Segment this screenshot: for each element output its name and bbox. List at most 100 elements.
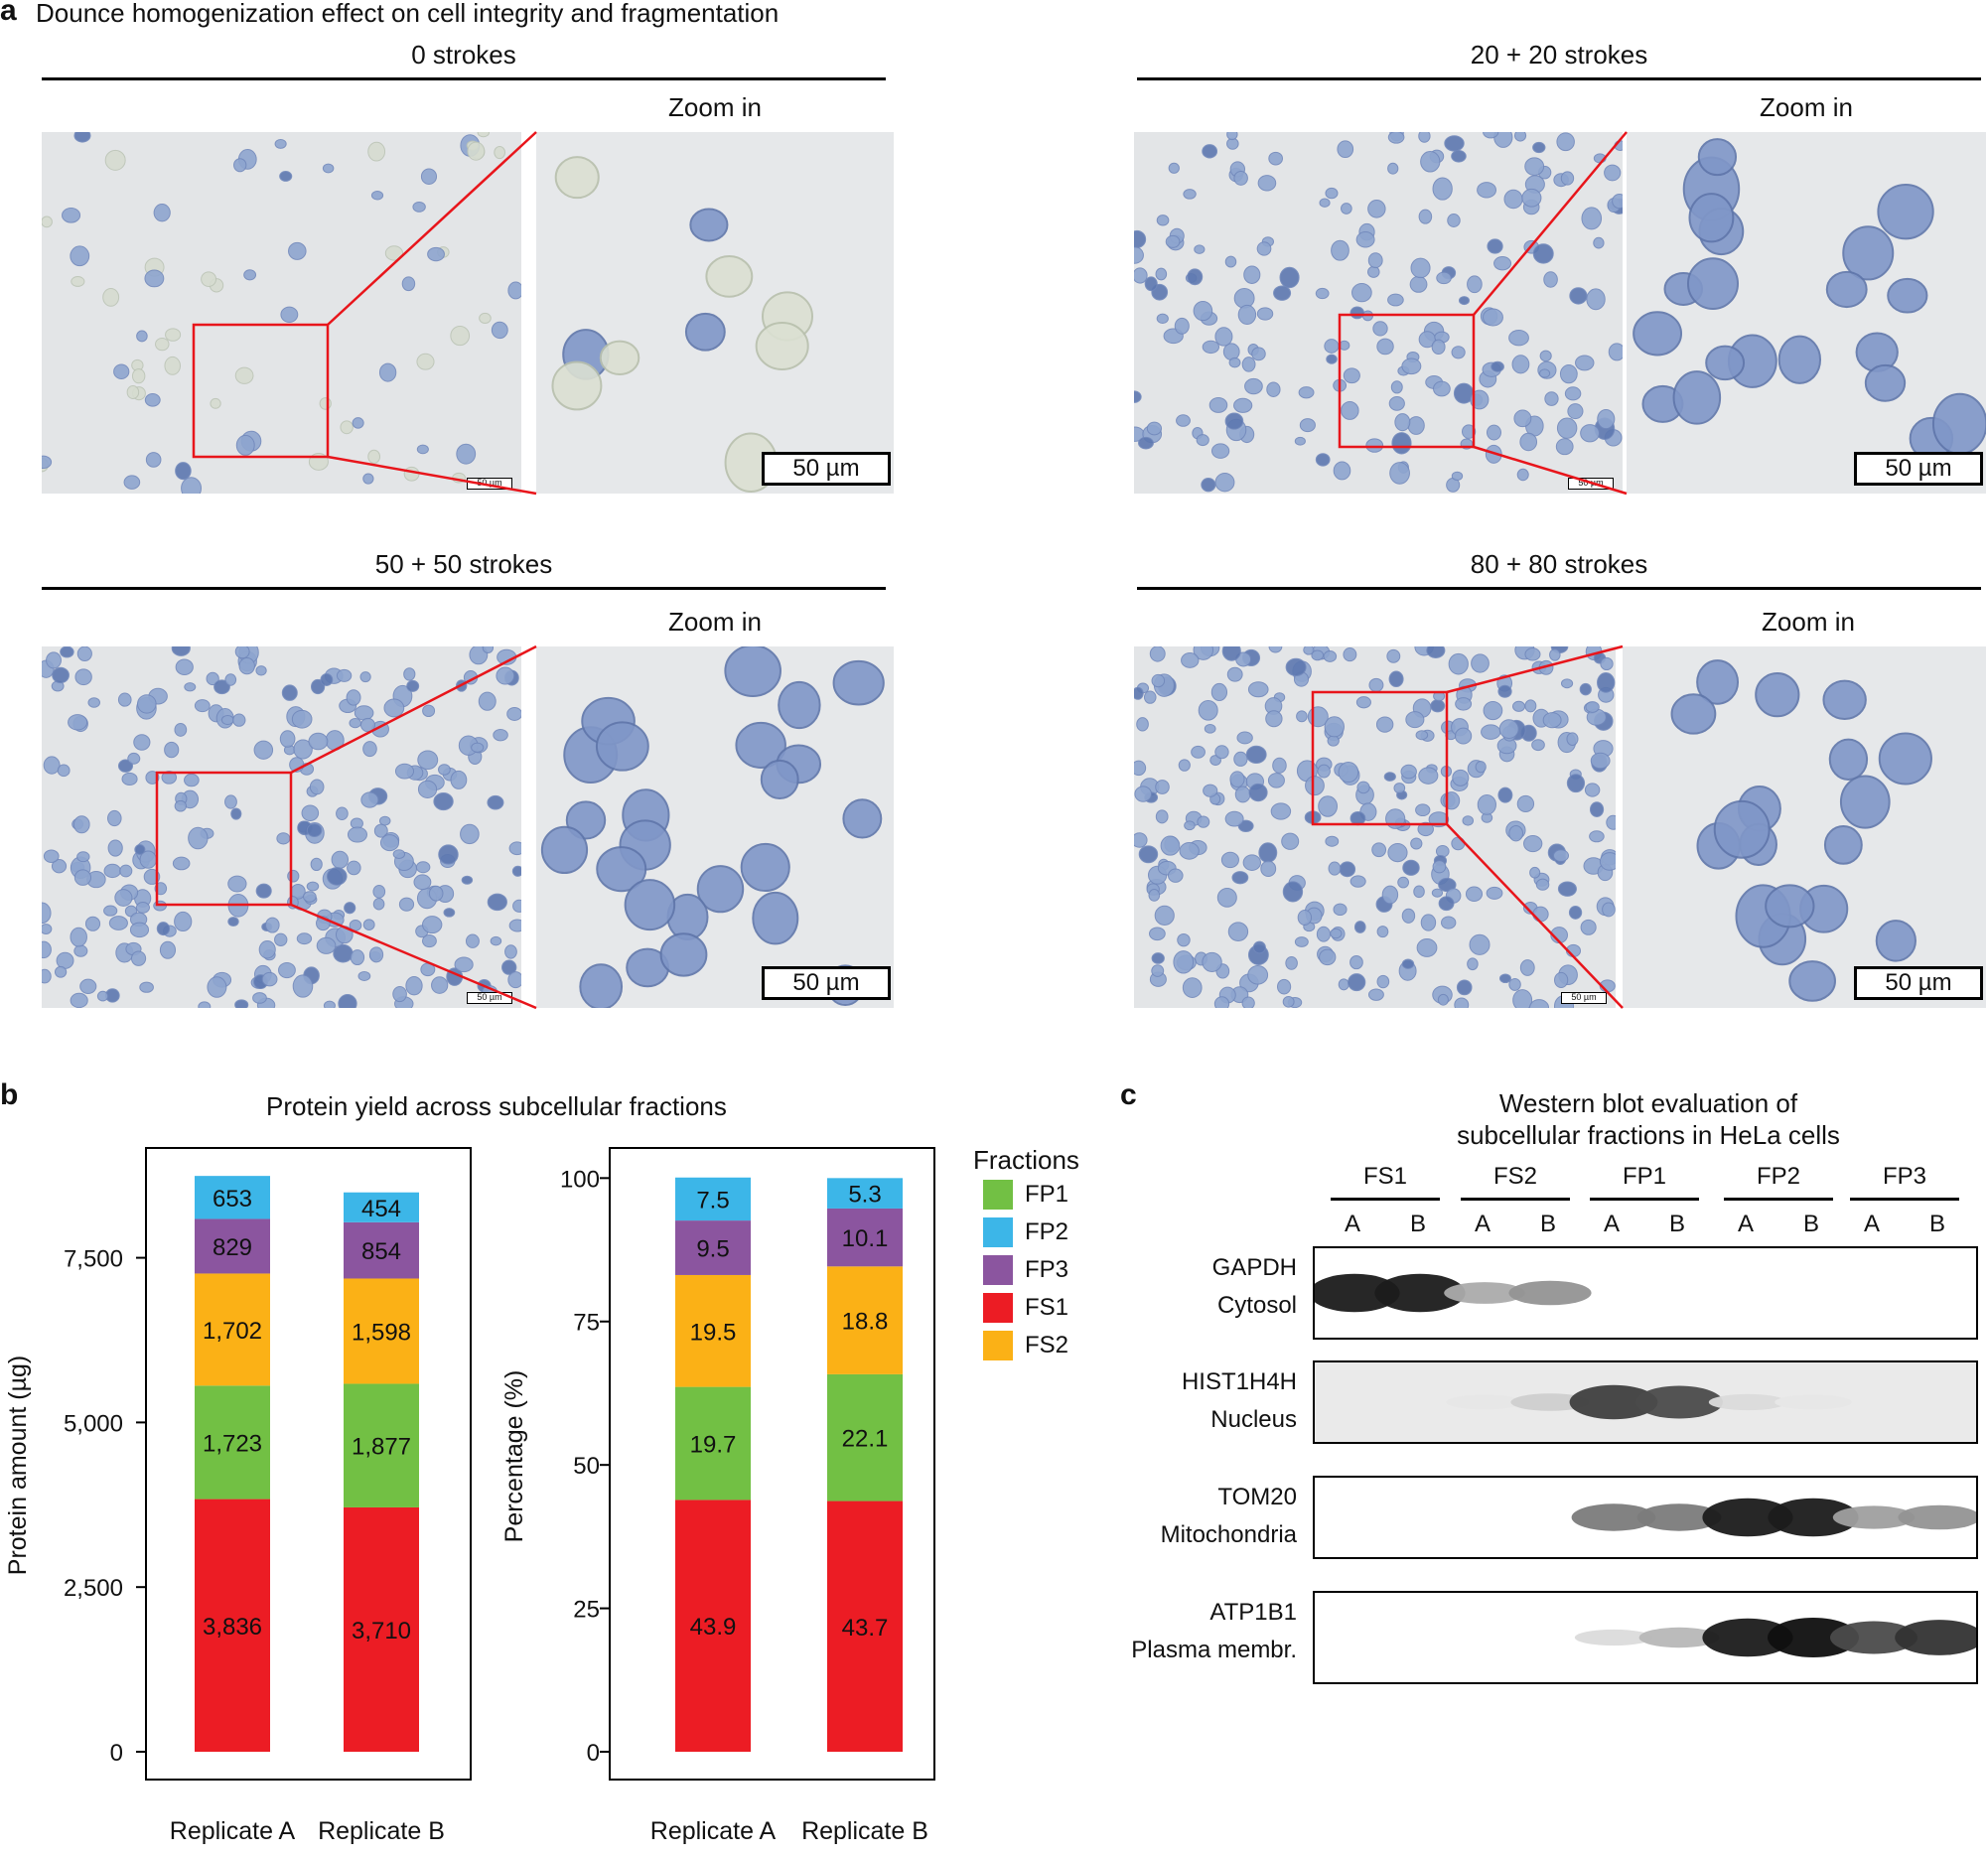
legend-swatch-fp1 [983,1180,1013,1210]
blot-strip-hist1h4h [1313,1360,1978,1444]
blot-band [1708,1393,1787,1411]
blot-band [1571,1503,1656,1531]
zoom-scale-bar: 50 µm [1854,452,1983,486]
x-category-label: Replicate A [650,1817,777,1845]
lane-label: B [1802,1211,1819,1237]
x-category-label: Replicate B [318,1817,445,1845]
lane-label: A [1863,1211,1880,1237]
bar-value-label: 3,710 [352,1618,411,1644]
blot-band [1702,1498,1793,1537]
legend-label: FP3 [1025,1256,1069,1283]
bar-value-label: 43.9 [690,1614,737,1641]
bar-value-label: 18.8 [842,1309,889,1336]
chart-percentage: 0 25 50 75 100 43.9 19.7 19.5 9.5 7.5 Replicate A 4… [500,1147,935,1845]
zoom-in-label: Zoom in [1762,607,1855,637]
overview-scale-bar: 50 µm [1561,992,1607,1004]
fraction-label: FS1 [1362,1163,1407,1190]
bar-value-label: 854 [361,1238,401,1265]
zoom-scale-bar: 50 µm [762,966,891,1000]
bar-value-label: 43.7 [842,1615,889,1642]
zoom-micrograph [1627,132,1986,494]
blot-strip-tom20 [1313,1476,1978,1559]
legend-label: FS1 [1025,1294,1069,1321]
bar-value-label: 1,723 [203,1430,262,1457]
y-tick-label: 75 [573,1310,600,1337]
bar-segment-fs2 [827,1266,903,1374]
bar-segment-fp1 [827,1373,903,1501]
fraction-label: FP1 [1622,1163,1666,1190]
blot-compartment-label: Nucleus [1210,1406,1297,1433]
y-tick-label: 0 [110,1740,123,1767]
bar-segment-fp3 [675,1220,751,1275]
panel-b-title: Protein yield across subcellular fractio… [266,1091,727,1121]
lane-label: B [1409,1211,1426,1237]
zoom-in-label: Zoom in [1760,92,1853,122]
blot-band [1702,1618,1793,1657]
overview-micrograph [42,646,521,1008]
blot-compartment-label: Cytosol [1216,1292,1297,1319]
blot-band [1775,1394,1852,1410]
lane-label: A [1344,1211,1360,1237]
bar-value-label: 1,702 [203,1318,262,1345]
blot-compartment-label: Mitochondria [1160,1521,1297,1548]
y-axis-label: Percentage (%) [500,1370,528,1543]
condition-rule [42,587,886,590]
blot-band [1510,1393,1590,1411]
bar-value-label: 829 [213,1234,252,1261]
plot-frame [609,1147,935,1781]
zoom-micrograph [1623,646,1986,1008]
condition-rule [42,77,886,80]
condition-title: 50 + 50 strokes [374,549,553,579]
legend-label: FP1 [1025,1181,1069,1208]
y-tick-label: 50 [573,1453,600,1480]
bar-segment-fs2 [675,1274,751,1387]
y-tick-label: 7,500 [64,1246,123,1273]
blot-band [1444,1282,1525,1304]
blot-strip-gapdh [1313,1246,1978,1340]
bar-segment-fs1 [675,1500,751,1752]
overview-scale-bar: 50 µm [1568,478,1614,490]
blot-bands [1315,1362,1976,1442]
bar-value-label: 9.5 [696,1236,729,1263]
overview-micrograph [1134,132,1623,494]
fraction-rule [1850,1198,1959,1201]
zoom-micrograph [536,646,894,1008]
plot-frame [145,1147,472,1781]
legend-swatch-fp2 [983,1217,1013,1247]
y-tick-label: 100 [560,1166,600,1193]
blot-band [1768,1618,1859,1657]
blot-band [1374,1273,1466,1313]
panel-b-letter: b [0,1078,19,1111]
bar-segment-fs1 [344,1506,419,1752]
condition-rule [1137,587,1981,590]
bar-segment-fp1 [344,1383,419,1507]
legend-title: Fractions [973,1145,1079,1175]
legend-label: FS2 [1025,1332,1069,1358]
bar-value-label: 1,598 [352,1319,411,1346]
bar-segment-fs2 [344,1278,419,1384]
bar-value-label: 22.1 [842,1426,889,1453]
blot-protein-label: TOM20 [1217,1484,1297,1510]
blot-band [1574,1629,1653,1646]
bar-segment-fp2 [195,1176,270,1219]
bar-segment-fs2 [195,1273,270,1386]
panel-c-letter: c [1120,1078,1137,1111]
lane-label: B [1668,1211,1685,1237]
condition-rule [1137,77,1981,80]
bar-segment-fs1 [195,1499,270,1752]
bar-segment-fp1 [195,1385,270,1500]
blot-bands [1571,1498,1976,1537]
blot-protein-label: HIST1H4H [1181,1368,1297,1395]
y-tick-label: 2,500 [64,1575,123,1602]
blot-band [1636,1503,1722,1531]
y-tick-label: 5,000 [64,1410,123,1437]
legend-swatch-fp3 [983,1255,1013,1285]
condition-title: 0 strokes [411,40,516,70]
bar-value-label: 653 [213,1186,252,1213]
lane-label: A [1603,1211,1620,1237]
lane-label: A [1474,1211,1491,1237]
bar-segment-fp1 [675,1386,751,1501]
bar-segment-fp3 [195,1218,270,1274]
panel-a-letter: a [0,0,17,27]
blot-band [1315,1273,1400,1313]
